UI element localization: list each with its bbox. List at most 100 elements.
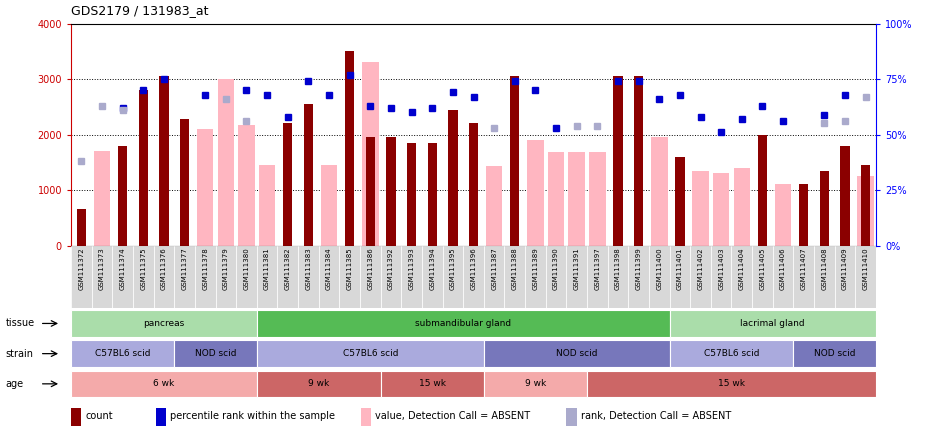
Bar [71,310,257,337]
Bar [525,246,545,308]
Text: GSM111381: GSM111381 [264,247,270,290]
Bar [670,246,690,308]
Text: GSM111407: GSM111407 [801,247,807,290]
Bar [731,246,752,308]
Text: GSM111373: GSM111373 [99,247,105,290]
Bar [402,246,422,308]
Bar [361,408,371,425]
Text: tissue: tissue [6,318,34,329]
Bar [298,246,319,308]
Text: GSM111400: GSM111400 [656,247,662,290]
Bar [566,408,577,425]
Bar [71,371,257,397]
Bar [381,246,402,308]
Bar [649,246,670,308]
Text: strain: strain [6,349,33,359]
Bar [381,371,484,397]
Bar [428,143,437,246]
Bar [484,371,587,397]
Text: GSM111378: GSM111378 [202,247,208,290]
Bar [547,152,564,246]
Bar [484,341,670,367]
Text: C57BL6 scid: C57BL6 scid [704,349,759,358]
Bar [92,246,113,308]
Text: GSM111398: GSM111398 [615,247,621,290]
Bar [71,408,81,425]
Bar [840,146,849,246]
Bar [589,152,605,246]
Text: GSM111399: GSM111399 [635,247,642,290]
Text: GSM111388: GSM111388 [511,247,518,290]
Text: GSM111379: GSM111379 [223,247,229,290]
Bar [670,341,794,367]
Text: lacrimal gland: lacrimal gland [741,319,805,328]
Bar [857,176,874,246]
Bar [304,104,313,246]
Bar [775,185,792,246]
Text: C57BL6 scid: C57BL6 scid [343,349,398,358]
Bar [257,371,381,397]
Bar [283,123,293,246]
Bar [321,165,337,246]
Bar [71,246,92,308]
Text: GSM111402: GSM111402 [698,247,704,290]
Text: 6 wk: 6 wk [153,379,174,388]
Bar [758,135,767,246]
Text: percentile rank within the sample: percentile rank within the sample [170,412,335,421]
Bar [71,341,174,367]
Bar [174,246,195,308]
Bar [713,173,729,246]
Bar [257,310,670,337]
Text: GSM111397: GSM111397 [595,247,600,290]
Bar [345,52,354,246]
Bar [319,246,339,308]
Bar [711,246,731,308]
Text: GSM111390: GSM111390 [553,247,559,290]
Bar [155,408,166,425]
Text: count: count [85,412,113,421]
Text: GSM111385: GSM111385 [347,247,352,290]
Bar [153,246,174,308]
Text: GSM111372: GSM111372 [79,247,84,290]
Bar [587,246,608,308]
Bar [614,76,622,246]
Bar [794,246,814,308]
Bar [692,170,708,246]
Text: C57BL6 scid: C57BL6 scid [95,349,151,358]
Bar [484,246,505,308]
Text: 15 wk: 15 wk [718,379,745,388]
Text: 9 wk: 9 wk [308,379,330,388]
Bar [422,246,442,308]
Bar [448,110,457,246]
Bar [257,246,277,308]
Text: GSM111392: GSM111392 [388,247,394,290]
Text: GDS2179 / 131983_at: GDS2179 / 131983_at [71,4,208,17]
Bar [239,125,255,246]
Bar [113,246,133,308]
Text: GSM111406: GSM111406 [780,247,786,290]
Bar [407,143,417,246]
Text: GSM111401: GSM111401 [677,247,683,290]
Bar [861,165,870,246]
Bar [360,246,381,308]
Text: 9 wk: 9 wk [525,379,546,388]
Bar [634,76,643,246]
Bar [197,129,213,246]
Text: GSM111386: GSM111386 [367,247,373,290]
Text: GSM111404: GSM111404 [739,247,745,290]
Bar [486,166,503,246]
Bar [159,76,169,246]
Bar [545,246,566,308]
Bar [587,371,876,397]
Bar [339,246,360,308]
Bar [855,246,876,308]
Text: GSM111375: GSM111375 [140,247,146,290]
Text: GSM111410: GSM111410 [863,247,868,290]
Text: GSM111387: GSM111387 [491,247,497,290]
Bar [510,76,519,246]
Text: GSM111382: GSM111382 [285,247,291,290]
Text: GSM111396: GSM111396 [471,247,476,290]
Text: GSM111391: GSM111391 [574,247,580,290]
Bar [362,63,379,246]
Bar [138,90,148,246]
